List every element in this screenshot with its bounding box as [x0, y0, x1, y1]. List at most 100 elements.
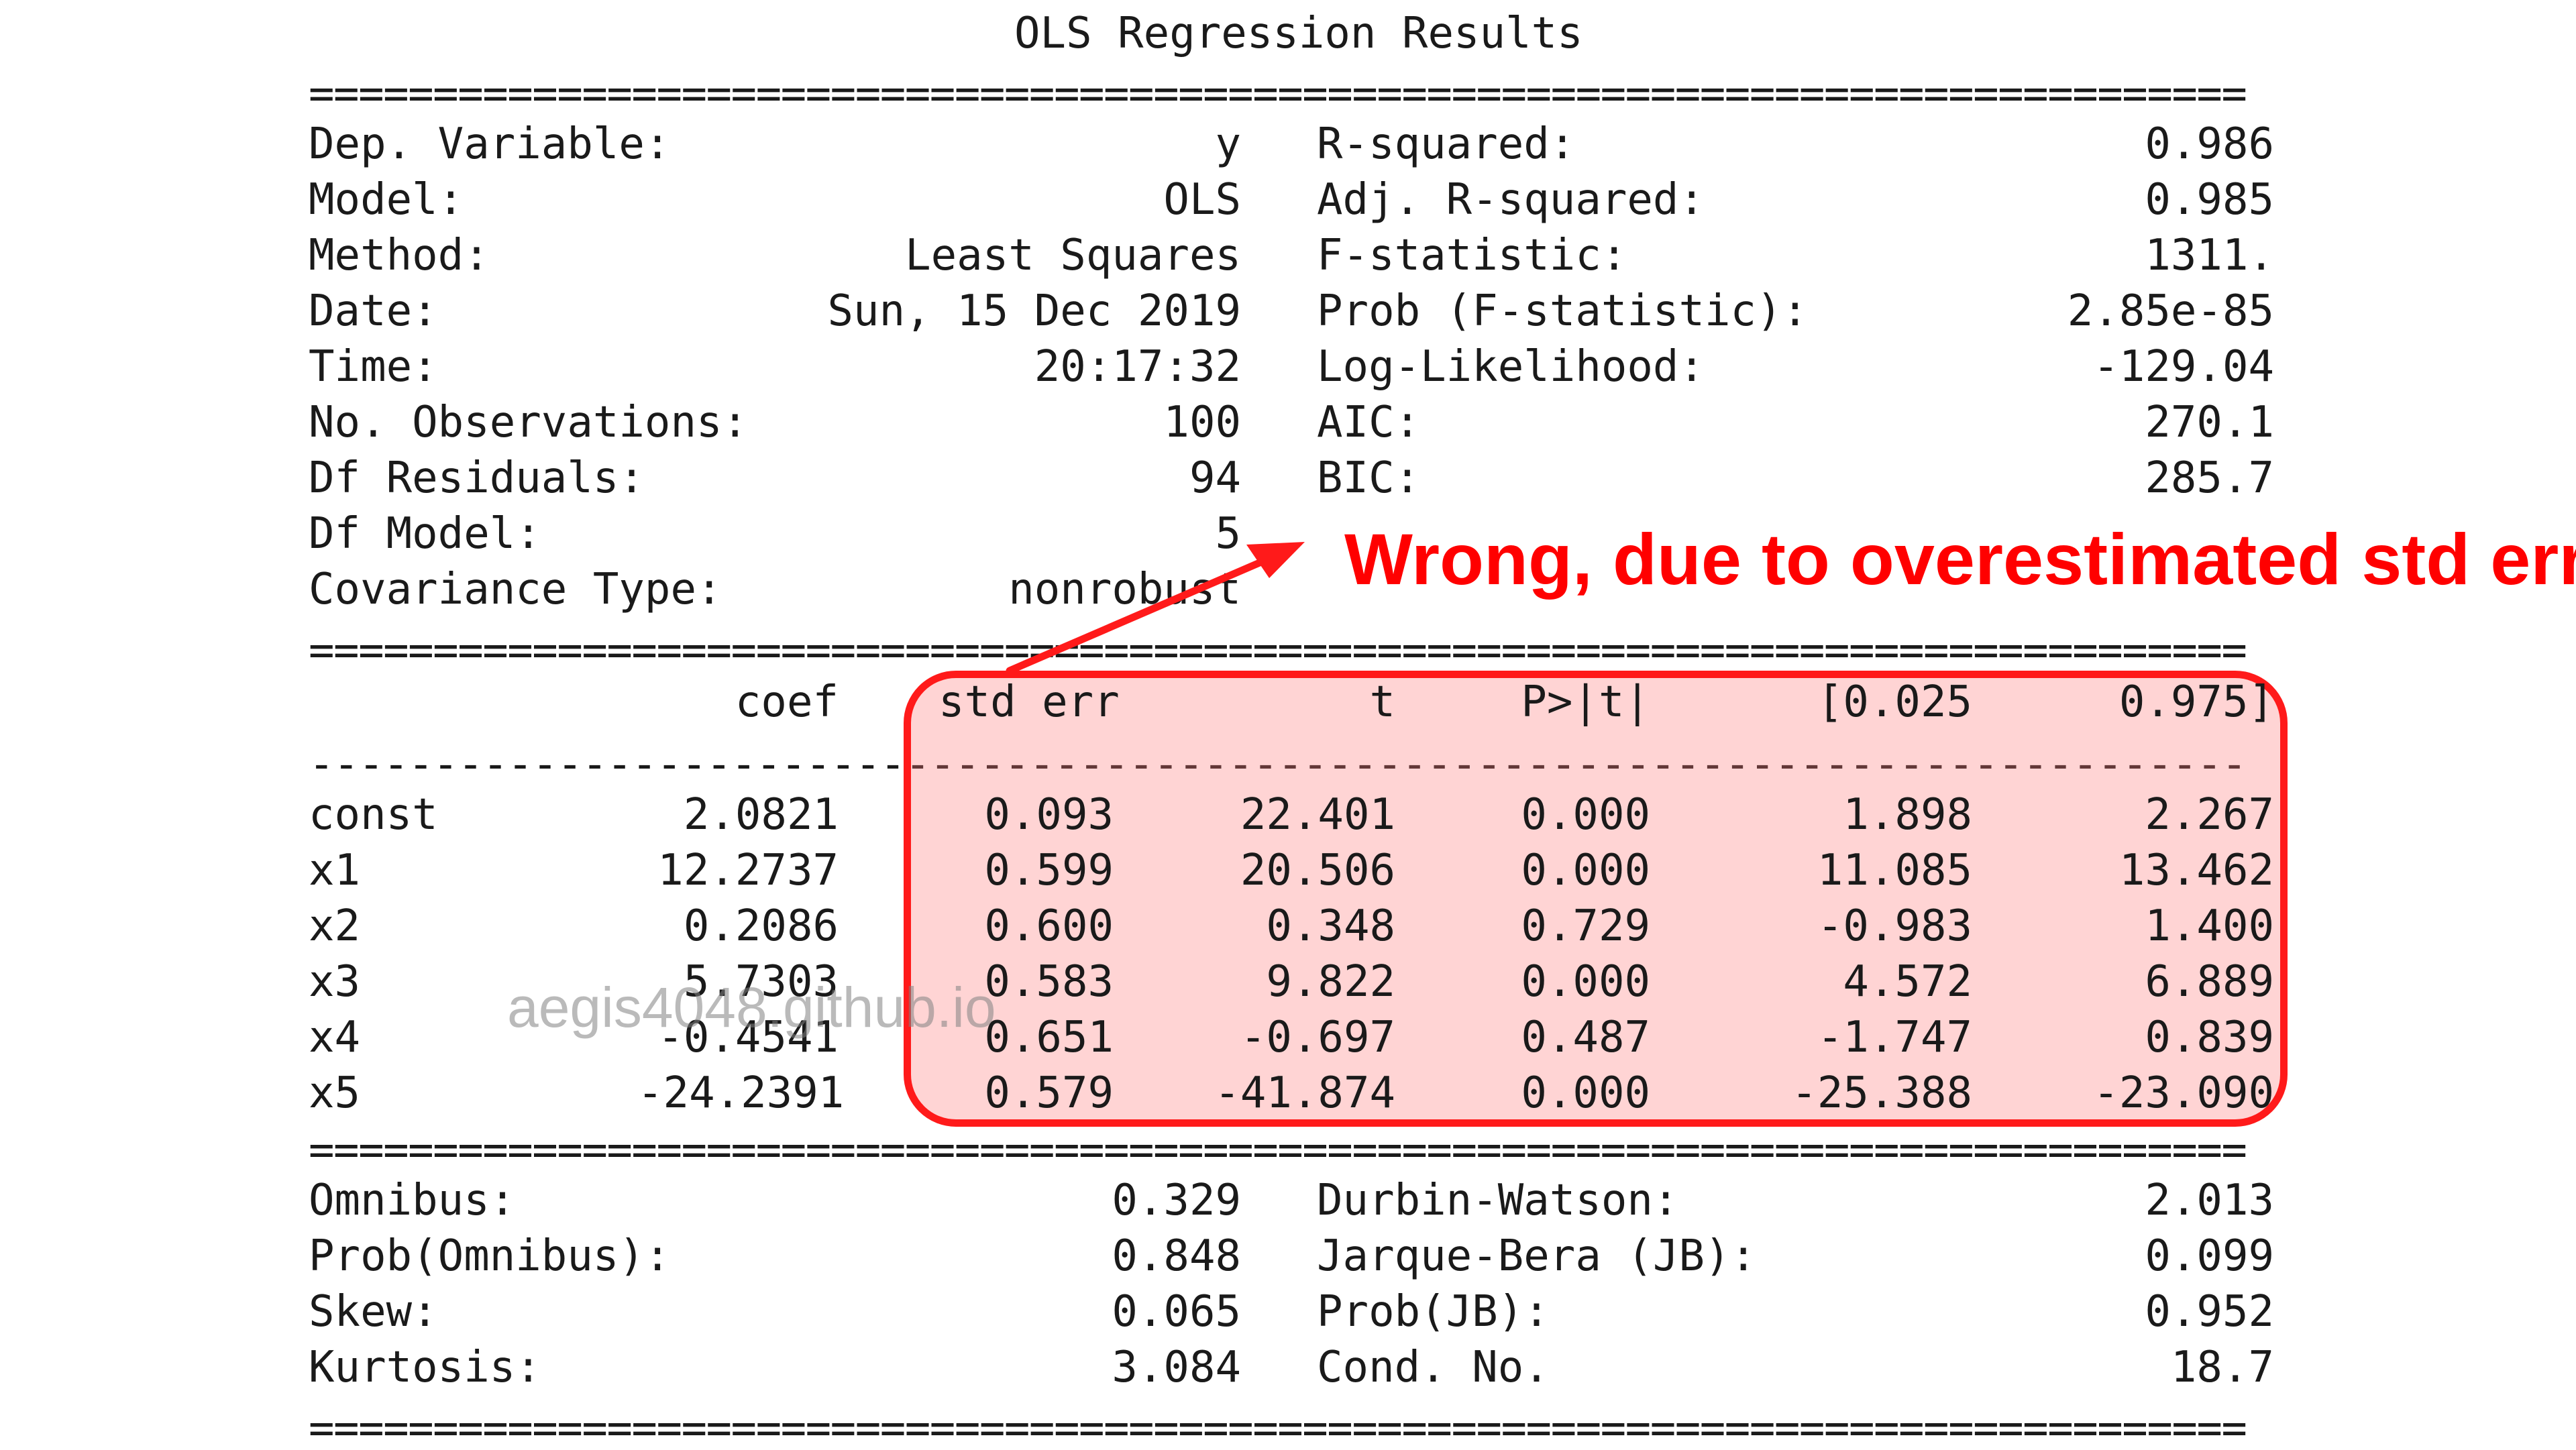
model-info-label: Dep. Variable: [309, 119, 671, 169]
row-name: x2 [309, 901, 361, 951]
diagnostic-value: 0.099 [2145, 1231, 2274, 1281]
diagnostic-label: Omnibus: [309, 1176, 516, 1225]
table-cell: 12.2737 [657, 846, 839, 895]
table-cell: 20.506 [1240, 846, 1395, 895]
single-rule: ----------------------------------------… [309, 743, 2247, 786]
model-info-label: Df Residuals: [309, 453, 645, 503]
table-cell: 9.822 [1266, 957, 1395, 1007]
table-cell: 0.2086 [683, 901, 839, 951]
annotation-text: Wrong, due to overestimated std err [1344, 518, 2576, 600]
model-info-label: Covariance Type: [309, 565, 722, 614]
table-cell: 0.000 [1521, 790, 1650, 840]
model-info-value: y [1215, 119, 1241, 169]
arrow-head-icon [1246, 542, 1305, 578]
model-stat-label: Adj. R-squared: [1317, 175, 1705, 225]
double-rule-bottom: ========================================… [309, 1407, 2247, 1450]
model-info-label: No. Observations: [309, 398, 749, 447]
table-cell: 0.000 [1521, 1068, 1650, 1118]
diagnostic-value: 0.848 [1112, 1231, 1241, 1281]
table-cell: 0.487 [1521, 1013, 1650, 1062]
diagnostic-value: 0.329 [1112, 1176, 1241, 1225]
table-cell: -24.2391 [637, 1068, 845, 1118]
table-cell: 0.600 [984, 901, 1114, 951]
table-cell: 0.579 [984, 1068, 1114, 1118]
diagnostic-value: 0.952 [2145, 1287, 2274, 1337]
table-cell: -1.747 [1817, 1013, 1972, 1062]
row-name: x3 [309, 957, 361, 1007]
model-stat-label: AIC: [1317, 398, 1421, 447]
model-stat-value: 1311. [2145, 231, 2274, 280]
table-cell: 11.085 [1817, 846, 1972, 895]
highlight-box [904, 671, 2288, 1127]
table-cell: 0.583 [984, 957, 1114, 1007]
table-cell: 22.401 [1240, 790, 1395, 840]
table-cell: -0.983 [1817, 901, 1972, 951]
model-stat-label: F-statistic: [1317, 231, 1627, 280]
model-stat-label: R-squared: [1317, 119, 1576, 169]
table-cell: 0.599 [984, 846, 1114, 895]
table-cell: 0.093 [984, 790, 1114, 840]
diagnostic-label: Durbin-Watson: [1317, 1176, 1679, 1225]
table-cell: 0.000 [1521, 957, 1650, 1007]
row-name: x5 [309, 1068, 361, 1118]
column-header: coef [735, 677, 839, 727]
column-header: std err [938, 677, 1120, 727]
diagnostic-label: Prob(Omnibus): [309, 1231, 671, 1281]
model-info-value: 20:17:32 [1034, 342, 1241, 392]
arrow-line [1006, 558, 1265, 675]
table-cell: 1.898 [1843, 790, 1972, 840]
diagnostic-value: 3.084 [1112, 1343, 1241, 1392]
model-info-value: 94 [1189, 453, 1241, 503]
table-cell: 0.348 [1266, 901, 1395, 951]
model-info-label: Df Model: [309, 509, 541, 559]
column-header: [0.025 [1817, 677, 1972, 727]
diagnostic-label: Prob(JB): [1317, 1287, 1550, 1337]
row-name: x4 [309, 1013, 361, 1062]
row-name: const [309, 790, 438, 840]
model-stat-value: -129.04 [2093, 342, 2274, 392]
table-cell: -0.4541 [657, 1013, 839, 1062]
model-info-label: Time: [309, 342, 438, 392]
model-stat-value: 0.985 [2145, 175, 2274, 225]
double-rule-mid: ========================================… [309, 629, 2247, 672]
diagnostic-label: Skew: [309, 1287, 438, 1337]
table-cell: -41.874 [1214, 1068, 1395, 1118]
model-info-value: Sun, 15 Dec 2019 [827, 286, 1242, 336]
page-title: OLS Regression Results [1014, 9, 1583, 58]
model-info-value: Least Squares [905, 231, 1241, 280]
diagnostic-value: 18.7 [2170, 1343, 2274, 1392]
model-info-label: Date: [309, 286, 438, 336]
table-cell: 0.729 [1521, 901, 1650, 951]
model-info-value: 100 [1163, 398, 1241, 447]
table-cell: 13.462 [2118, 846, 2274, 895]
model-stat-value: 285.7 [2145, 453, 2274, 503]
table-cell: 2.0821 [683, 790, 839, 840]
double-rule-top: ========================================… [309, 72, 2247, 115]
diagnostic-label: Jarque-Bera (JB): [1317, 1231, 1757, 1281]
column-header: 0.975] [2118, 677, 2274, 727]
model-stat-label: Prob (F-statistic): [1317, 286, 1809, 336]
table-cell: 4.572 [1843, 957, 1972, 1007]
row-name: x1 [309, 846, 361, 895]
diagnostic-label: Kurtosis: [309, 1343, 541, 1392]
table-cell: 0.000 [1521, 846, 1650, 895]
table-cell: 2.267 [2145, 790, 2274, 840]
table-cell: 1.400 [2145, 901, 2274, 951]
double-rule-lower: ========================================… [309, 1129, 2247, 1172]
table-cell: -0.697 [1240, 1013, 1395, 1062]
diagnostic-value: 0.065 [1112, 1287, 1241, 1337]
model-stat-value: 2.85e-85 [2067, 286, 2274, 336]
model-info-label: Model: [309, 175, 464, 225]
diagnostic-value: 2.013 [2145, 1176, 2274, 1225]
model-stat-label: BIC: [1317, 453, 1421, 503]
table-cell: -25.388 [1791, 1068, 1972, 1118]
table-cell: 5.7303 [683, 957, 839, 1007]
watermark: aegis4048.github.io [507, 976, 996, 1039]
diagnostic-label: Cond. No. [1317, 1343, 1550, 1392]
column-header: P>|t| [1521, 677, 1650, 727]
table-cell: -23.090 [2093, 1068, 2274, 1118]
model-stat-value: 270.1 [2145, 398, 2274, 447]
column-header: t [1369, 677, 1395, 727]
model-info-value: OLS [1163, 175, 1241, 225]
